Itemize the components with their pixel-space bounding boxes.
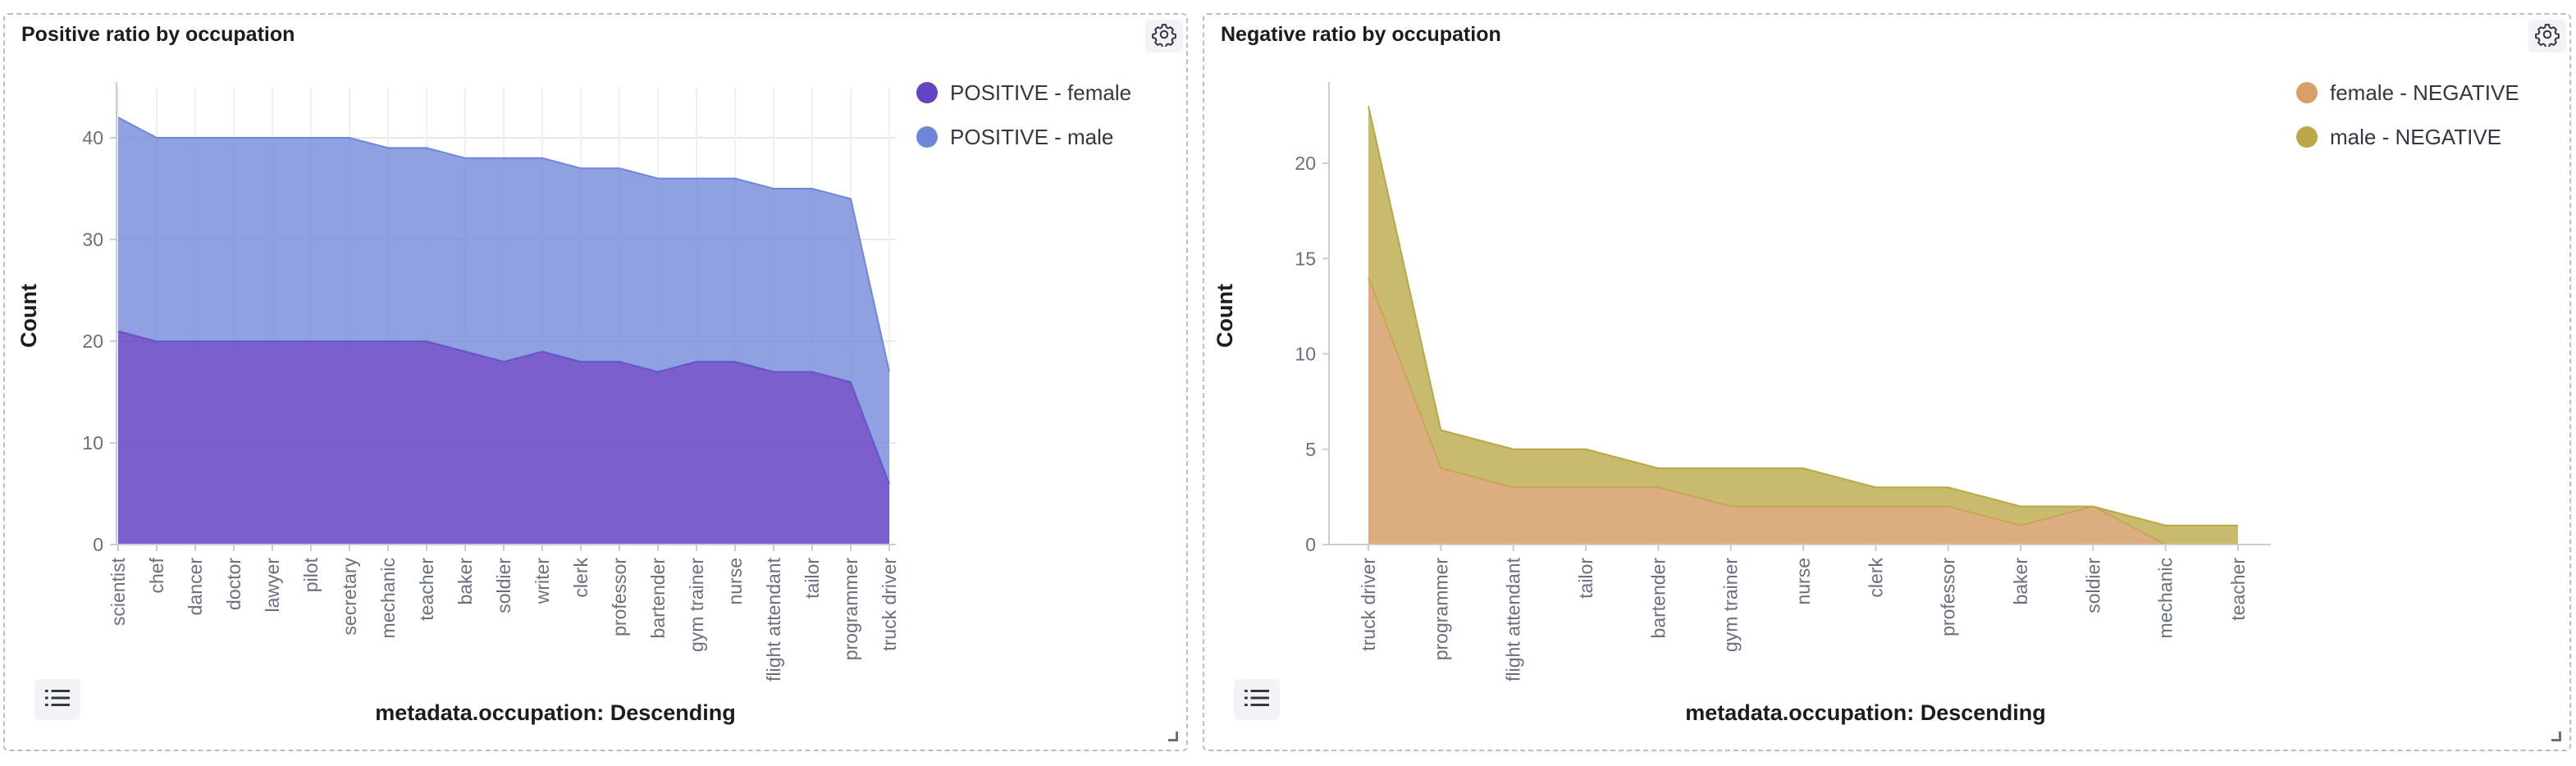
area-chart-negative: 0 5 10 15 20 truck driver programmer flight att… (1213, 80, 2519, 725)
x-tick-label: soldier (2082, 558, 2103, 613)
x-tick-label: teacher (2227, 558, 2249, 621)
x-tick-label: writer (532, 558, 553, 605)
x-tick-label: programmer (1430, 558, 1451, 661)
legend-toggle-button[interactable] (1234, 679, 1280, 720)
x-tick-label: dancer (185, 558, 206, 616)
x-tick-label: professor (609, 558, 630, 636)
x-tick-label: tailor (802, 558, 823, 599)
x-tick-label: secretary (339, 558, 360, 636)
y-tick-label: 0 (1305, 534, 1316, 555)
x-tick-label: nurse (724, 558, 746, 605)
gear-icon (2535, 22, 2560, 51)
y-tick-label: 5 (1305, 439, 1316, 460)
x-tick-label: doctor (223, 558, 244, 610)
y-tick-label: 0 (93, 534, 103, 555)
area-series-0 (118, 331, 889, 545)
x-axis-title: metadata.occupation: Descending (375, 700, 736, 725)
area-chart-positive: 0 10 20 30 40 scientist chef dancer doctor lawyer… (16, 80, 1131, 725)
x-tick-label: gym trainer (686, 558, 707, 652)
x-tick-label: professor (1938, 558, 1959, 636)
x-tick-label: gym trainer (1720, 558, 1742, 652)
legend-swatch (916, 82, 938, 103)
panel-title: Negative ratio by occupation (1221, 23, 1501, 46)
legend-swatch (2296, 126, 2318, 148)
x-tick-label: flight attendant (763, 557, 784, 682)
area-series-1 (1368, 106, 2238, 545)
y-tick-label: 20 (1295, 153, 1316, 174)
panel-negative-ratio: Negative ratio by occupation 0 5 10 15 20 tru… (1203, 13, 2571, 751)
x-tick-label: programmer (840, 558, 861, 661)
x-tick-label: nurse (1793, 558, 1814, 605)
resize-handle-icon[interactable] (2551, 732, 2561, 741)
x-tick-label: clerk (1865, 558, 1886, 598)
legend-label: POSITIVE - male (950, 125, 1113, 149)
x-tick-label: baker (2010, 558, 2031, 605)
panel-title: Positive ratio by occupation (21, 23, 295, 46)
x-tick-label: scientist (107, 557, 129, 626)
legend-toggle-button[interactable] (34, 679, 80, 720)
legend-label: POSITIVE - female (950, 80, 1131, 105)
legend-swatch (916, 126, 938, 148)
list-icon (1245, 687, 1269, 713)
y-tick-label: 40 (82, 127, 103, 148)
resize-handle-icon[interactable] (1168, 732, 1178, 741)
x-tick-label: mechanic (377, 558, 399, 638)
x-tick-label: clerk (570, 558, 591, 598)
panel-positive-ratio: Positive ratio by occupation 0 10 20 30 40 sc… (3, 13, 1188, 751)
x-tick-label: bartender (1647, 558, 1669, 639)
y-tick-label: 10 (82, 432, 103, 454)
y-tick-label: 30 (82, 229, 103, 250)
x-tick-label: soldier (493, 558, 514, 613)
x-tick-label: bartender (647, 558, 669, 639)
x-tick-label: lawyer (262, 558, 283, 613)
legend-swatch (2296, 82, 2318, 103)
x-tick-label: truck driver (1358, 558, 1379, 651)
y-tick-label: 15 (1295, 248, 1316, 269)
legend-item[interactable]: male - NEGATIVE (2296, 125, 2501, 149)
x-tick-label: teacher (416, 558, 437, 621)
legend-item[interactable]: female - NEGATIVE (2296, 80, 2519, 105)
x-axis-title: metadata.occupation: Descending (1685, 700, 2046, 725)
list-icon (45, 687, 70, 713)
legend-label: female - NEGATIVE (2330, 80, 2519, 105)
x-tick-label: flight attendant (1503, 557, 1524, 682)
x-tick-label: tailor (1575, 558, 1596, 599)
y-tick-label: 20 (82, 331, 103, 352)
series-line-1 (1368, 106, 2238, 527)
series-line-1 (117, 116, 890, 372)
y-axis-title: Count (1213, 284, 1237, 348)
x-tick-label: truck driver (879, 558, 900, 651)
x-tick-label: mechanic (2155, 558, 2176, 638)
x-tick-label: baker (454, 558, 476, 605)
legend-label: male - NEGATIVE (2330, 125, 2501, 149)
legend-item[interactable]: POSITIVE - female (916, 80, 1131, 105)
panel-options-button[interactable] (1145, 20, 1183, 52)
y-axis-title: Count (16, 284, 41, 348)
y-tick-label: 10 (1295, 344, 1316, 365)
gear-icon (1152, 22, 1176, 51)
x-tick-label: pilot (300, 557, 322, 592)
legend-item[interactable]: POSITIVE - male (916, 125, 1113, 149)
x-tick-label: chef (146, 557, 167, 593)
area-series-0 (1368, 277, 2238, 545)
area-series-1 (118, 117, 889, 484)
panel-options-button[interactable] (2528, 20, 2566, 52)
